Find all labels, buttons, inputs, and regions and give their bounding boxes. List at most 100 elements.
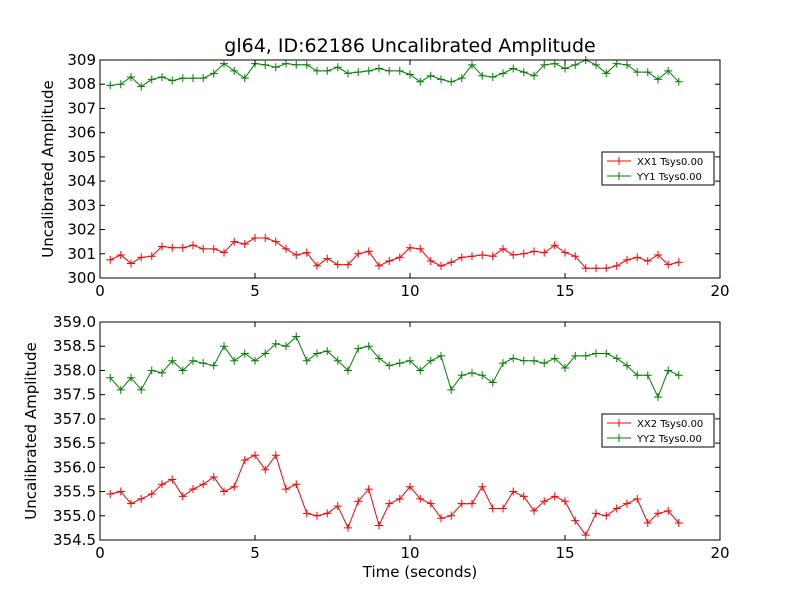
y-tick-label: 356.5 <box>53 434 96 452</box>
legend-label: XX2 Tsys0.00 <box>637 419 703 430</box>
data-point <box>127 259 135 268</box>
data-point <box>447 258 456 267</box>
x-tick-label: 15 <box>555 544 574 562</box>
data-point <box>447 77 456 86</box>
data-point <box>406 356 414 365</box>
data-point <box>271 63 280 72</box>
data-point <box>323 66 332 75</box>
data-point <box>230 237 239 246</box>
data-point <box>158 480 166 489</box>
data-point <box>168 76 177 85</box>
data-point <box>540 359 549 368</box>
y-tick-label: 306 <box>67 124 96 142</box>
y-tick-label: 301 <box>67 245 96 263</box>
data-point <box>147 252 156 261</box>
data-point <box>426 257 435 266</box>
data-point <box>581 264 590 273</box>
data-point <box>116 487 125 496</box>
data-point <box>344 260 352 269</box>
data-point <box>643 257 652 266</box>
data-point <box>612 354 621 363</box>
series-line <box>110 59 680 88</box>
data-point <box>302 60 311 69</box>
data-point <box>426 356 435 365</box>
data-point <box>406 482 414 491</box>
data-point <box>519 492 528 501</box>
data-point <box>623 499 631 508</box>
data-point <box>581 351 590 360</box>
data-point <box>612 504 621 513</box>
data-point <box>457 74 466 83</box>
data-point <box>220 487 228 496</box>
data-point <box>437 75 445 84</box>
data-point <box>375 261 383 270</box>
data-point <box>519 356 528 365</box>
data-point <box>519 68 528 77</box>
data-point <box>674 371 683 380</box>
data-point <box>199 74 208 83</box>
data-point <box>158 242 166 251</box>
data-point <box>240 349 249 358</box>
data-point <box>509 64 518 73</box>
legend-marker <box>615 172 623 180</box>
data-point <box>282 342 290 351</box>
data-point <box>127 499 135 508</box>
data-point <box>375 521 383 530</box>
data-point <box>137 253 146 262</box>
data-point <box>478 482 487 491</box>
data-point <box>251 451 259 460</box>
data-point <box>664 260 673 269</box>
data-point <box>240 240 249 249</box>
data-point <box>240 456 249 465</box>
data-point <box>168 475 177 484</box>
y-tick-label: 304 <box>67 172 96 190</box>
y-axis-label: Uncalibrated Amplitude <box>22 342 40 519</box>
x-tick-label: 20 <box>710 282 729 300</box>
data-point <box>354 68 363 77</box>
data-point <box>344 69 352 78</box>
data-point <box>664 66 673 75</box>
data-point <box>147 489 156 498</box>
data-point <box>654 393 662 402</box>
data-point <box>323 254 332 263</box>
data-point <box>602 511 611 520</box>
data-point <box>468 499 476 508</box>
data-point <box>147 75 156 84</box>
data-point <box>313 349 321 358</box>
data-point <box>478 71 487 80</box>
data-point <box>488 252 497 261</box>
data-point <box>282 244 290 253</box>
legend-label: XX1 Tsys0.00 <box>637 157 703 168</box>
x-tick-label: 20 <box>710 544 729 562</box>
data-point <box>426 71 435 80</box>
data-point <box>519 249 528 258</box>
y-tick-label: 354.5 <box>53 531 96 549</box>
y-tick-label: 357.0 <box>53 410 96 428</box>
data-point <box>437 351 445 360</box>
x-tick-label: 5 <box>250 544 260 562</box>
data-point <box>499 359 507 368</box>
y-tick-label: 307 <box>67 99 96 117</box>
y-tick-label: 358.5 <box>53 337 96 355</box>
data-point <box>395 253 404 262</box>
y-tick-label: 355.0 <box>53 507 96 525</box>
data-point <box>550 354 559 363</box>
data-point <box>137 385 146 394</box>
data-point <box>344 523 352 532</box>
x-tick-label: 0 <box>95 282 105 300</box>
data-point <box>178 492 187 501</box>
data-point <box>261 349 270 358</box>
data-point <box>395 359 404 368</box>
data-point <box>178 74 187 83</box>
data-point <box>313 66 321 75</box>
data-point <box>209 244 218 253</box>
data-point <box>561 248 569 257</box>
legend-marker <box>615 419 623 427</box>
data-point <box>261 60 270 69</box>
data-point <box>209 361 218 370</box>
data-point <box>344 366 352 375</box>
data-point <box>530 247 538 256</box>
data-point <box>385 257 394 266</box>
data-point <box>302 248 311 257</box>
data-point <box>354 497 363 506</box>
